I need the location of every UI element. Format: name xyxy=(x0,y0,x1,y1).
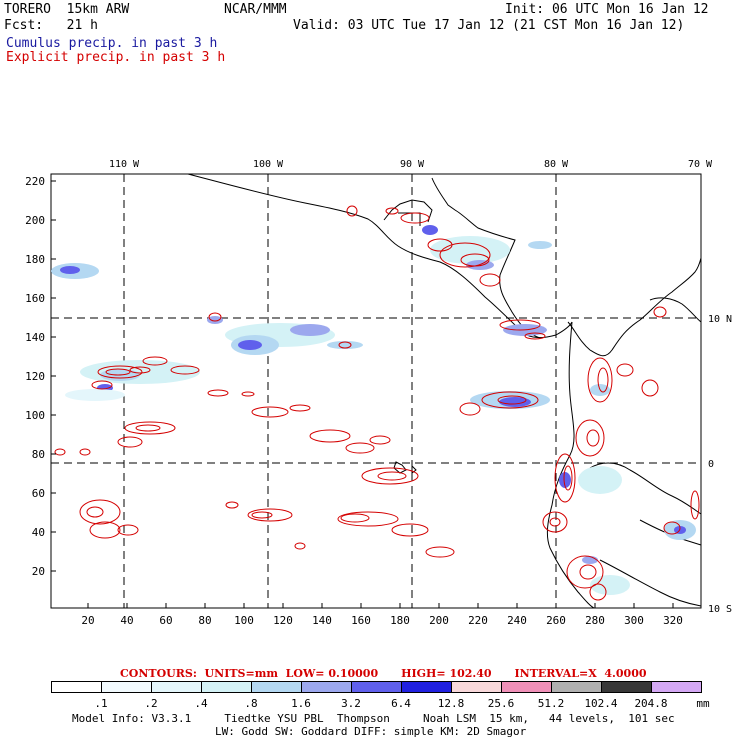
colorbar-label: 1.6 xyxy=(291,697,311,710)
lat-label: 0 xyxy=(708,459,714,470)
colorbar-label: 3.2 xyxy=(341,697,361,710)
colorbar-label: .4 xyxy=(194,697,208,710)
y-tick: 100 xyxy=(25,409,45,422)
y-tick: 160 xyxy=(25,292,45,305)
contour-info: CONTOURS: UNITS=mm LOW= 0.10000 HIGH= 10… xyxy=(120,667,647,680)
org-label: NCAR/MMM xyxy=(224,2,287,17)
explicit-legend: Explicit precip. in past 3 h xyxy=(6,50,226,65)
colorbar-swatch xyxy=(51,681,102,693)
axis-ticks xyxy=(51,180,674,608)
cumulus-precip xyxy=(51,225,696,595)
x-tick: 260 xyxy=(546,614,566,627)
model-info: Model Info: V3.3.1 Tiedtke YSU PBL Thomp… xyxy=(72,712,675,725)
lat-label: 10 S xyxy=(708,604,732,615)
colorbar-label: 204.8 xyxy=(634,697,668,710)
colorbar-swatch xyxy=(601,681,652,693)
x-tick: 160 xyxy=(351,614,371,627)
x-tick: 60 xyxy=(159,614,172,627)
lon-label: 70 W xyxy=(688,159,713,170)
colorbar-swatch xyxy=(251,681,302,693)
x-tick: 140 xyxy=(312,614,332,627)
colorbar-swatch xyxy=(201,681,252,693)
cumulus-legend: Cumulus precip. in past 3 h xyxy=(6,36,218,51)
colorbar-label: 6.4 xyxy=(391,697,411,710)
colorbar-swatch xyxy=(651,681,702,693)
x-tick: 80 xyxy=(198,614,211,627)
model-title: TORERO 15km ARW xyxy=(4,2,130,17)
colorbar-swatch xyxy=(501,681,552,693)
colorbar-label: .2 xyxy=(144,697,158,710)
lon-label: 100 W xyxy=(253,159,284,170)
colorbar-label: 25.6 xyxy=(487,697,515,710)
x-tick: 180 xyxy=(390,614,410,627)
colorbar-label: .1 xyxy=(94,697,108,710)
lon-label: 90 W xyxy=(400,159,425,170)
x-tick: 120 xyxy=(273,614,293,627)
x-tick: 280 xyxy=(585,614,605,627)
forecast-hour: Fcst: 21 h xyxy=(4,18,98,33)
colorbar-swatch xyxy=(101,681,152,693)
y-tick: 140 xyxy=(25,331,45,344)
x-tick: 200 xyxy=(429,614,449,627)
lon-label: 80 W xyxy=(544,159,569,170)
colorbar-unit: mm xyxy=(696,697,710,710)
x-tick: 320 xyxy=(663,614,683,627)
explicit-precip-contours xyxy=(54,205,700,601)
colorbar-swatch xyxy=(551,681,602,693)
colorbar-swatch xyxy=(151,681,202,693)
colorbar-label: 102.4 xyxy=(584,697,618,710)
lat-label: 10 N xyxy=(708,314,732,325)
x-tick: 40 xyxy=(120,614,133,627)
y-tick: 60 xyxy=(32,487,45,500)
y-tick: 40 xyxy=(32,526,45,539)
colorbar-label: .8 xyxy=(244,697,258,710)
graticule xyxy=(51,174,701,608)
physics-info: LW: Godd SW: Goddard DIFF: simple KM: 2D… xyxy=(215,725,527,738)
y-tick: 20 xyxy=(32,565,45,578)
y-tick: 200 xyxy=(25,214,45,227)
x-tick: 100 xyxy=(234,614,254,627)
colorbar-label: 12.8 xyxy=(437,697,465,710)
y-tick: 120 xyxy=(25,370,45,383)
y-tick: 220 xyxy=(25,175,45,188)
colorbar-swatch xyxy=(301,681,352,693)
x-tick: 240 xyxy=(507,614,527,627)
y-tick: 80 xyxy=(32,448,45,461)
x-tick: 220 xyxy=(468,614,488,627)
x-tick: 20 xyxy=(81,614,94,627)
colorbar-label: 51.2 xyxy=(537,697,565,710)
map-frame xyxy=(50,173,702,609)
colorbar-swatch xyxy=(451,681,502,693)
colorbar-swatch xyxy=(401,681,452,693)
x-tick: 300 xyxy=(624,614,644,627)
valid-time: Valid: 03 UTC Tue 17 Jan 12 (21 CST Mon … xyxy=(293,18,685,33)
init-time: Init: 06 UTC Mon 16 Jan 12 xyxy=(505,2,709,17)
colorbar-swatch xyxy=(351,681,402,693)
y-tick: 180 xyxy=(25,253,45,266)
lon-label: 110 W xyxy=(109,159,140,170)
